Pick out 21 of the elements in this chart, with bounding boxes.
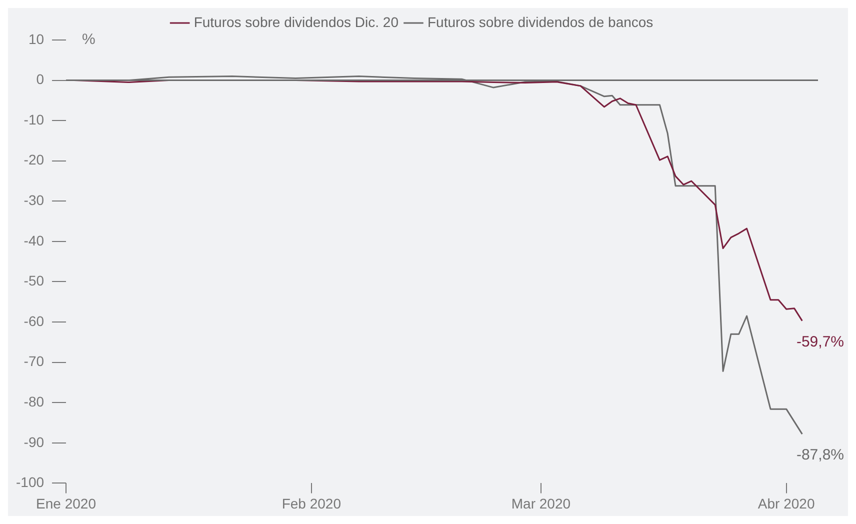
legend-label: Futuros sobre dividendos Dic. 20 xyxy=(194,14,399,30)
y-tick-label: -80 xyxy=(24,393,44,410)
x-tick-label: Ene 2020 xyxy=(36,495,96,512)
y-tick-label: -50 xyxy=(24,272,44,289)
y-tick-label: -30 xyxy=(24,192,44,208)
x-tick-label: Mar 2020 xyxy=(511,495,571,512)
y-tick-label: -40 xyxy=(24,232,44,248)
x-tick-label: Feb 2020 xyxy=(282,495,342,512)
y-tick-label: -90 xyxy=(24,434,44,450)
y-tick-label: 0 xyxy=(36,71,44,88)
annotation: -87,8% xyxy=(796,446,844,464)
y-axis-title: % xyxy=(82,31,96,48)
y-tick-label: -10 xyxy=(24,111,44,128)
x-tick-label: Abr 2020 xyxy=(758,495,815,512)
annotation: -59,7% xyxy=(796,333,844,350)
y-tick-label: -60 xyxy=(24,312,44,329)
y-tick-label: 10 xyxy=(28,30,44,47)
y-tick-label: -100 xyxy=(16,474,44,490)
y-tick-label: -20 xyxy=(24,152,44,168)
legend-label: Futuros sobre dividendos de bancos xyxy=(427,14,654,30)
y-tick-label: -70 xyxy=(24,353,44,370)
